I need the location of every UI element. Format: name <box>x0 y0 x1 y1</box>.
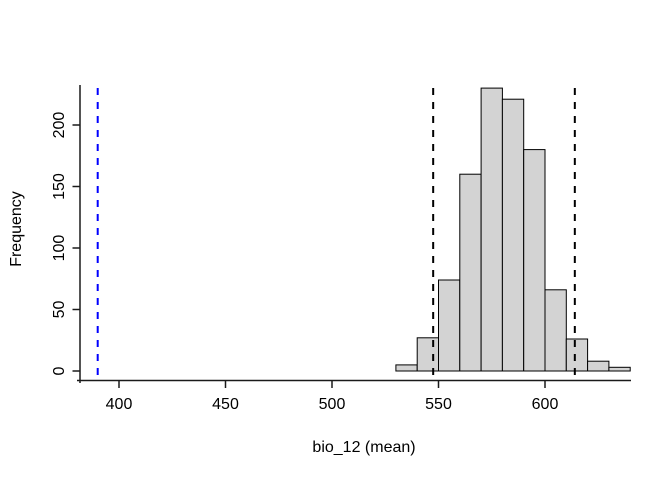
histogram-bar <box>565 338 589 372</box>
reference-lines <box>96 88 576 380</box>
y-axis-tick-label: 150 <box>51 173 68 200</box>
histogram-bar <box>459 173 482 372</box>
histogram-bar <box>501 98 525 372</box>
y-axis-tick-label: 100 <box>51 235 68 262</box>
histogram-bars <box>395 87 631 372</box>
histogram-bar <box>395 364 418 372</box>
y-axis-label: Frequency <box>8 191 25 267</box>
plot-axes: 400 450 500 550 600 0 50 100 150 200 <box>51 85 631 413</box>
histogram-bar <box>480 87 503 372</box>
x-axis-tick-label: 400 <box>106 396 133 413</box>
x-axis-tick-label: 600 <box>532 396 559 413</box>
histogram-bar <box>608 366 631 372</box>
histogram-bar <box>416 337 440 372</box>
x-axis-tick-label: 550 <box>425 396 452 413</box>
y-axis-tick-label: 50 <box>51 301 68 319</box>
x-axis-label: bio_12 (mean) <box>312 439 416 456</box>
x-axis-tick-label: 450 <box>212 396 239 413</box>
histogram-bar <box>544 289 567 372</box>
histogram-bar <box>523 149 546 372</box>
x-axis-tick-label: 500 <box>319 396 346 413</box>
histogram-bar <box>438 279 461 372</box>
histogram-bar <box>587 360 610 372</box>
y-axis-tick-label: 200 <box>51 112 68 139</box>
y-axis-tick-label: 0 <box>51 366 68 375</box>
